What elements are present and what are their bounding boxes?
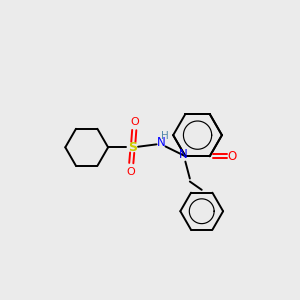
Text: H: H bbox=[161, 131, 169, 141]
Text: N: N bbox=[157, 136, 165, 149]
Text: O: O bbox=[227, 150, 237, 163]
Text: S: S bbox=[128, 141, 137, 154]
Text: O: O bbox=[126, 167, 135, 177]
Text: O: O bbox=[130, 117, 139, 127]
Text: N: N bbox=[179, 148, 188, 161]
